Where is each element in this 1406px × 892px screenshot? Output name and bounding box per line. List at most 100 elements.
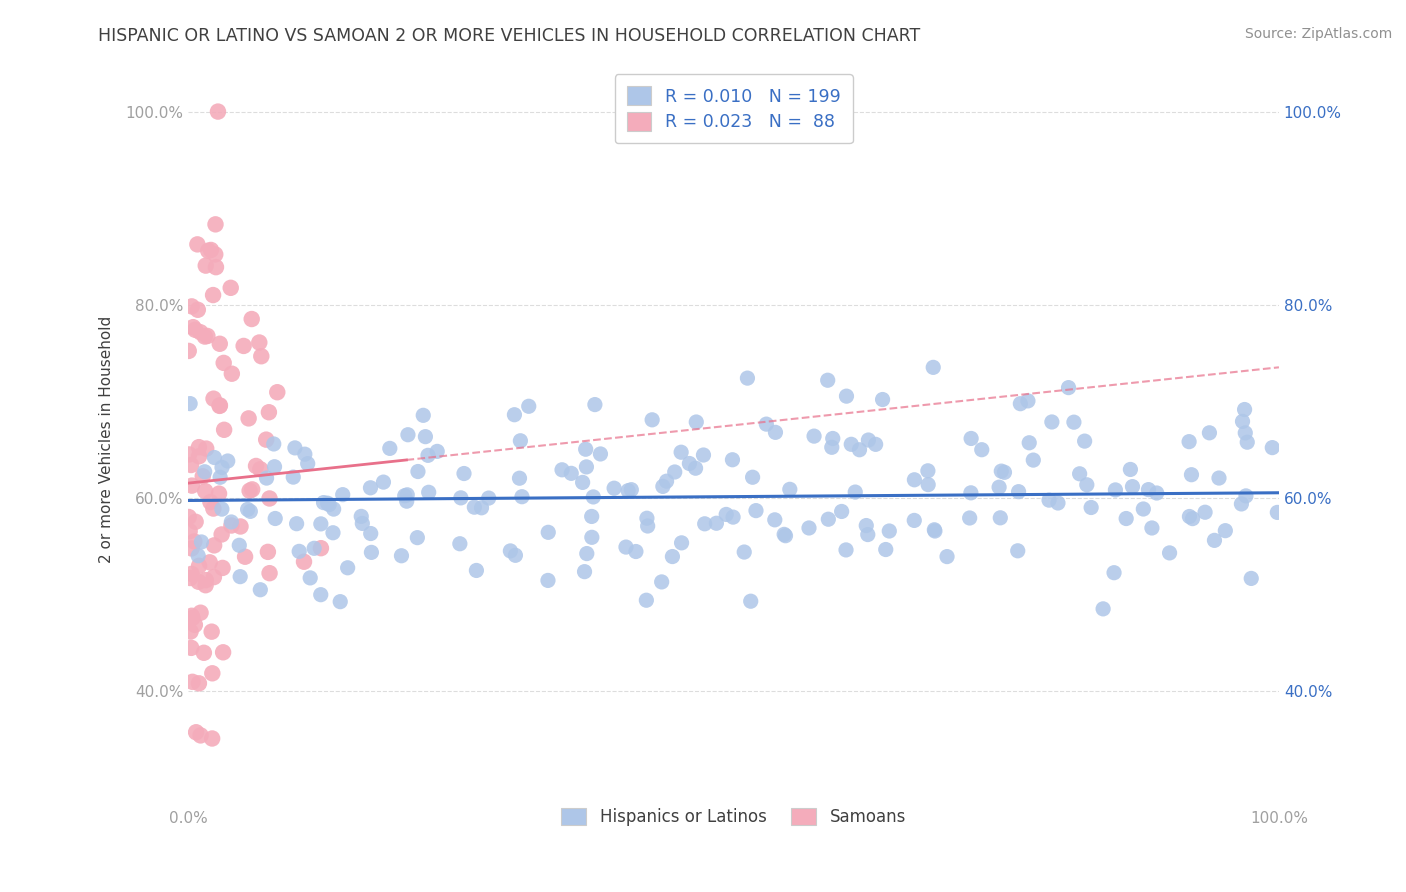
Point [195,442,218,456]
Point [309,588,332,602]
Point [179,571,201,585]
Point [190,728,212,742]
Point [737,371,759,385]
Point [240,312,263,326]
Point [1115,511,1137,525]
Point [257,405,280,419]
Point [195,809,218,823]
Point [1230,497,1253,511]
Point [217,454,239,468]
Point [1178,509,1201,524]
Point [877,524,900,538]
Point [187,302,209,317]
Point [865,437,887,451]
Point [1017,393,1039,408]
Point [821,440,844,454]
Point [312,495,335,509]
Point [1022,453,1045,467]
Point [817,373,839,387]
Point [322,525,344,540]
Point [797,521,820,535]
Point [181,611,204,625]
Point [636,593,658,607]
Point [636,511,658,525]
Point [247,335,270,350]
Point [575,442,598,457]
Point [188,558,211,573]
Point [993,465,1015,479]
Point [322,502,344,516]
Point [245,458,267,473]
Point [692,448,714,462]
Point [1137,483,1160,497]
Point [292,555,315,569]
Point [835,389,858,403]
Point [191,469,214,483]
Point [924,523,946,537]
Point [194,484,217,499]
Point [179,524,201,539]
Point [194,578,217,592]
Point [264,511,287,525]
Point [664,465,686,479]
Point [391,549,413,563]
Point [336,561,359,575]
Point [449,537,471,551]
Point [990,464,1012,478]
Point [232,339,254,353]
Point [835,543,858,558]
Point [651,479,673,493]
Point [212,356,235,370]
Point [406,465,429,479]
Point [571,475,593,490]
Point [463,500,485,515]
Point [450,491,472,505]
Point [406,531,429,545]
Point [297,457,319,471]
Point [740,594,762,608]
Point [574,565,596,579]
Point [412,409,434,423]
Point [187,676,209,690]
Point [263,437,285,451]
Point [959,511,981,525]
Point [745,503,768,517]
Point [236,502,259,516]
Point [233,549,256,564]
Point [620,483,643,497]
Point [844,485,866,500]
Point [1232,414,1254,428]
Point [197,329,219,343]
Point [211,561,233,575]
Point [858,433,880,447]
Point [779,483,801,497]
Point [922,360,945,375]
Point [249,582,271,597]
Y-axis label: 2 or more Vehicles in Household: 2 or more Vehicles in Household [100,316,114,564]
Point [190,325,212,339]
Point [202,570,225,584]
Point [917,464,939,478]
Point [678,457,700,471]
Point [202,501,225,516]
Point [505,549,527,563]
Point [503,408,526,422]
Point [418,485,440,500]
Point [184,617,207,632]
Point [180,608,202,623]
Point [1236,435,1258,450]
Point [716,508,738,522]
Point [1181,511,1204,525]
Point [1233,402,1256,417]
Point [208,486,231,500]
Point [1204,533,1226,548]
Point [763,513,786,527]
Point [706,516,728,531]
Point [1102,566,1125,580]
Point [1240,571,1263,585]
Point [1010,397,1032,411]
Point [202,392,225,406]
Point [198,555,221,569]
Point [651,574,673,589]
Point [208,399,231,413]
